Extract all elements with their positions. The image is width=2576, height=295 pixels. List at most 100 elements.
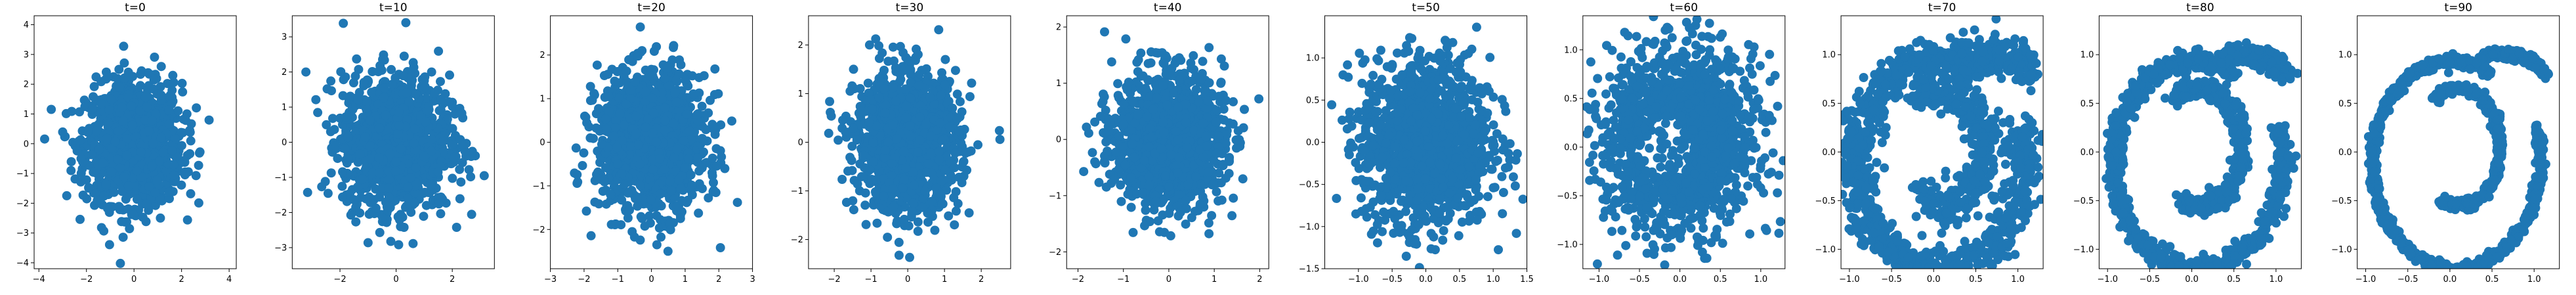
scatter-point bbox=[686, 170, 696, 180]
scatter-point bbox=[95, 145, 104, 154]
scatter-point bbox=[927, 196, 937, 206]
scatter-point bbox=[973, 140, 982, 150]
scatter-point bbox=[138, 212, 148, 222]
scatter-point bbox=[600, 177, 610, 187]
scatter-point bbox=[701, 125, 711, 135]
scatter-point bbox=[387, 64, 396, 74]
scatter-point bbox=[158, 148, 168, 158]
scatter-point bbox=[666, 186, 676, 196]
scatter-point bbox=[883, 233, 893, 242]
scatter-point bbox=[119, 172, 129, 182]
scatter-point bbox=[171, 134, 180, 144]
scatter-point bbox=[423, 106, 433, 116]
scatter-point bbox=[838, 116, 847, 125]
scatter-point bbox=[185, 149, 195, 158]
scatter-point bbox=[720, 164, 730, 173]
scatter-point bbox=[665, 218, 675, 228]
scatter-point bbox=[394, 240, 404, 250]
scatter-point bbox=[87, 104, 97, 114]
scatter-point bbox=[384, 167, 394, 176]
scatter-point bbox=[85, 124, 94, 133]
scatter-point bbox=[604, 107, 614, 117]
y-tick-label: −4 bbox=[16, 258, 29, 268]
scatter-point bbox=[377, 183, 387, 193]
scatter-point bbox=[360, 132, 370, 142]
scatter-point bbox=[89, 92, 98, 102]
scatter-point bbox=[864, 40, 874, 50]
scatter-point bbox=[436, 94, 446, 104]
scatter-point bbox=[648, 164, 658, 174]
axes-frame bbox=[33, 15, 237, 269]
x-tick-label: 1 bbox=[683, 275, 688, 284]
scatter-point bbox=[402, 88, 412, 98]
scatter-point bbox=[448, 173, 457, 183]
scatter-point bbox=[164, 187, 174, 197]
scatter-point bbox=[349, 194, 359, 204]
scatter-point bbox=[394, 107, 404, 117]
scatter-point bbox=[81, 175, 91, 185]
scatter-point bbox=[713, 89, 723, 99]
scatter-point bbox=[401, 18, 411, 28]
scatter-point bbox=[610, 219, 620, 229]
scatter-point bbox=[955, 97, 965, 106]
scatter-point bbox=[622, 66, 631, 76]
scatter-point bbox=[677, 196, 686, 206]
scatter-point bbox=[707, 153, 717, 163]
scatter-point bbox=[950, 220, 960, 230]
scatter-point bbox=[665, 177, 675, 186]
scatter-point bbox=[149, 75, 159, 85]
scatter-point bbox=[326, 76, 336, 86]
scatter-point bbox=[99, 191, 109, 201]
scatter-point bbox=[660, 125, 669, 135]
y-tick-label: −3 bbox=[274, 243, 287, 253]
scatter-point bbox=[66, 157, 76, 167]
scatter-point bbox=[711, 124, 721, 134]
scatter-point bbox=[590, 175, 600, 185]
scatter-point bbox=[592, 60, 602, 70]
scatter-series bbox=[824, 25, 1005, 262]
scatter-point bbox=[148, 139, 158, 148]
scatter-point bbox=[311, 95, 321, 104]
scatter-point bbox=[665, 225, 675, 235]
scatter-point bbox=[87, 150, 96, 160]
scatter-point bbox=[640, 221, 650, 231]
scatter-point bbox=[142, 199, 152, 209]
scatter-point bbox=[712, 161, 721, 171]
y-tick-label: −1 bbox=[532, 181, 545, 191]
scatter-point bbox=[185, 127, 195, 137]
scatter-point bbox=[78, 191, 88, 200]
scatter-point bbox=[426, 181, 436, 191]
scatter-point bbox=[602, 124, 612, 134]
scatter-point bbox=[419, 212, 429, 221]
scatter-point bbox=[194, 198, 203, 208]
scatter-point bbox=[457, 108, 467, 118]
scatter-point bbox=[923, 217, 933, 227]
scatter-point bbox=[624, 55, 634, 64]
scatter-point bbox=[96, 77, 106, 87]
scatter-point bbox=[104, 105, 114, 115]
scatter-point bbox=[652, 42, 662, 52]
scatter-point bbox=[623, 188, 633, 198]
scatter-point bbox=[692, 110, 702, 120]
scatter-point bbox=[598, 187, 608, 196]
scatter-point bbox=[679, 136, 688, 145]
scatter-point bbox=[338, 91, 348, 101]
scatter-point bbox=[169, 170, 179, 180]
scatter-point bbox=[142, 102, 152, 112]
scatter-point bbox=[93, 196, 102, 206]
scatter-point bbox=[122, 134, 132, 143]
scatter-point bbox=[893, 216, 902, 226]
scatter-point bbox=[648, 93, 658, 103]
scatter-point bbox=[837, 175, 847, 184]
scatter-point bbox=[648, 154, 658, 164]
scatter-point bbox=[584, 122, 594, 131]
scatter-point bbox=[113, 154, 123, 164]
scatter-point bbox=[905, 252, 914, 262]
scatter-point bbox=[331, 141, 341, 151]
scatter-point bbox=[434, 199, 444, 209]
scatter-point bbox=[326, 127, 335, 137]
scatter-point bbox=[147, 116, 157, 125]
scatter-point bbox=[144, 182, 154, 191]
scatter-point bbox=[421, 117, 431, 127]
